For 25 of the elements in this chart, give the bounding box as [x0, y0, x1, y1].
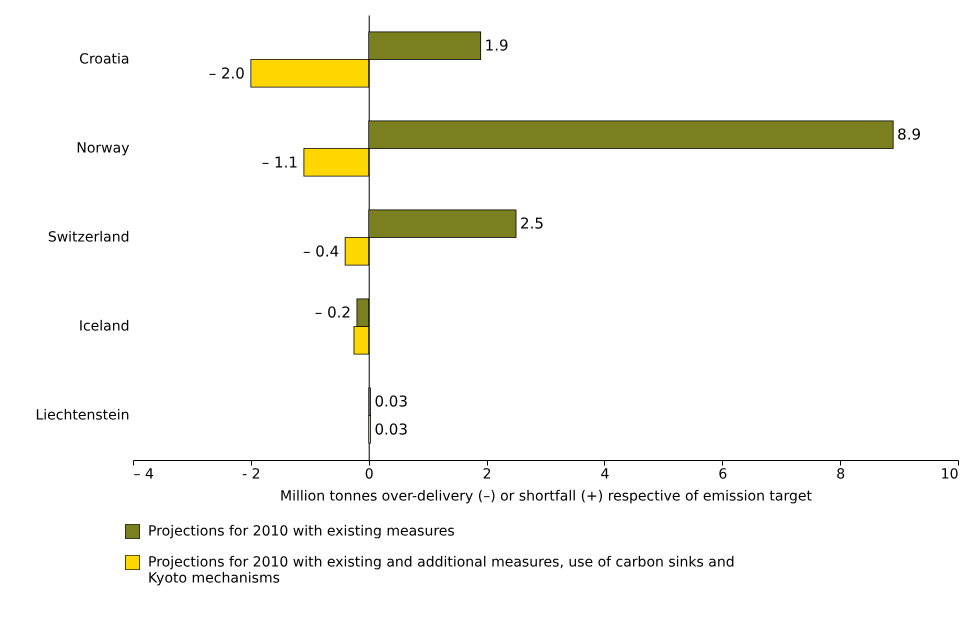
y-tick-label: Liechtenstein [35, 408, 130, 424]
data-label: 0.03 [374, 420, 408, 438]
legend-label: Projections for 2010 with existing and additional measures, use of carbon sinks and Kyoto mechanisms [148, 554, 735, 586]
data-label: – 0.4 [303, 242, 340, 260]
x-tick-label: 6 [718, 466, 728, 482]
y-tick-label: Iceland [78, 318, 130, 334]
x-axis-title: Million tonnes over-delivery (–) or shortfall (+) respective of emission target [280, 488, 813, 504]
y-tick-label: Norway [76, 140, 130, 156]
y-tick-label: Switzerland [48, 230, 130, 246]
x-tick-label: 2 [482, 466, 492, 482]
x-tick-label: 8 [836, 466, 846, 482]
x-tick-label: – 4 [134, 466, 154, 482]
data-label: – 0.2 [314, 304, 351, 322]
x-tick-label: 0 [364, 466, 374, 482]
x-tick-label: 4 [600, 466, 610, 482]
legend-label: Projections for 2010 with existing measures [148, 524, 455, 540]
data-label: 8.9 [897, 126, 922, 144]
x-tick-label: - 2 [242, 466, 261, 482]
data-label: – 1.1 [262, 153, 298, 172]
data-label: 2.5 [520, 214, 544, 233]
data-label: – 2.0 [208, 64, 245, 82]
data-label: 1.9 [484, 36, 509, 55]
data-label: 0.03 [374, 392, 408, 411]
x-tick-label: 10 [940, 466, 958, 482]
y-tick-label: Croatia [79, 52, 130, 68]
